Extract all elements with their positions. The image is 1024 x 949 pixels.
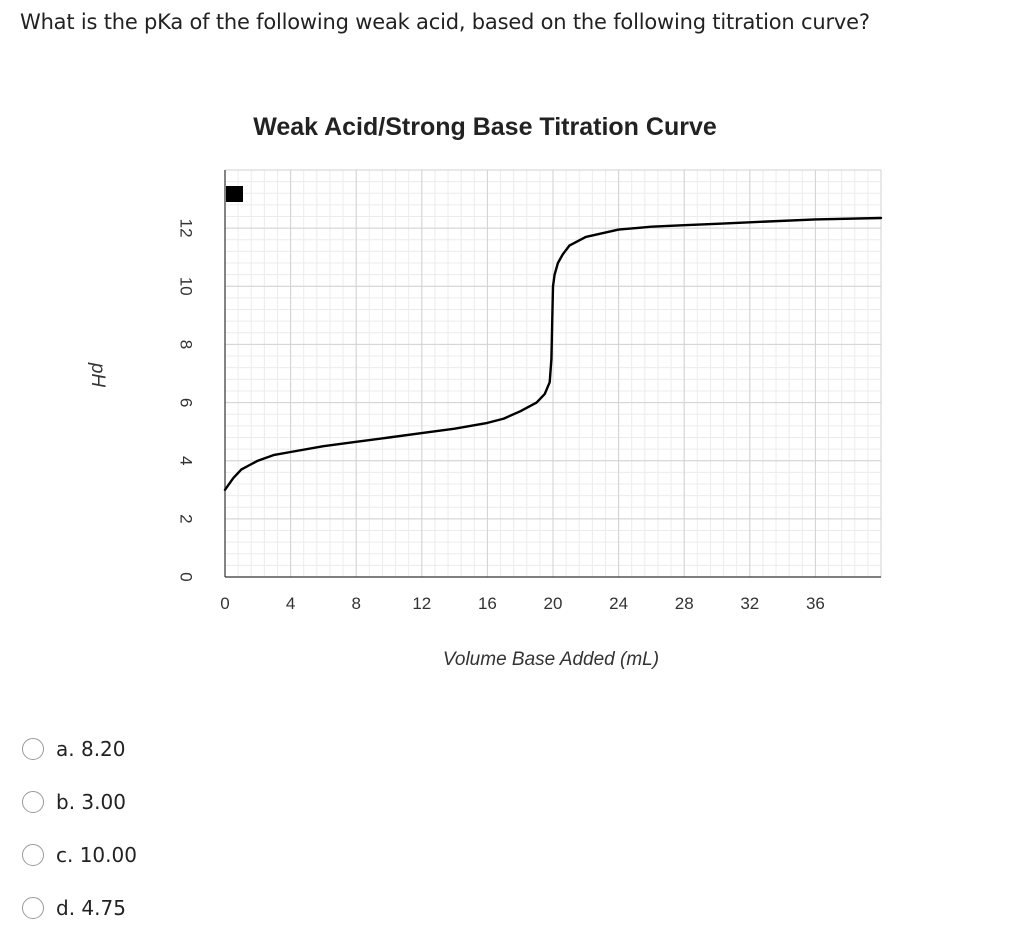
x-tick-label: 24 (609, 594, 628, 613)
x-tick-label: 32 (740, 594, 759, 613)
x-tick-label: 20 (544, 594, 563, 613)
y-tick-label: 2 (177, 514, 196, 523)
y-tick-label: 8 (177, 340, 196, 349)
option-c[interactable]: c. 10.00 (22, 828, 137, 881)
x-tick-label: 16 (478, 594, 497, 613)
x-tick-label: 8 (351, 594, 360, 613)
y-tick-label: 12 (177, 219, 196, 238)
radio-button[interactable] (22, 737, 44, 760)
x-tick-label: 12 (412, 594, 431, 613)
chart-title: Weak Acid/Strong Base Titration Curve (253, 113, 717, 141)
radio-button[interactable] (22, 896, 44, 919)
question-text: What is the pKa of the following weak ac… (20, 10, 870, 34)
option-d[interactable]: d. 4.75 (22, 881, 137, 934)
option-b[interactable]: b. 3.00 (22, 775, 137, 828)
x-tick-label: 28 (675, 594, 694, 613)
legend-marker (226, 186, 243, 202)
x-tick-label: 4 (286, 594, 295, 613)
option-label: c. 10.00 (56, 842, 137, 867)
option-label: b. 3.00 (56, 789, 126, 814)
answer-options: a. 8.20 b. 3.00 c. 10.00 d. 4.75 (22, 722, 137, 934)
y-axis-label: pH (87, 362, 108, 388)
y-tick-label: 10 (177, 277, 196, 296)
x-tick-label: 36 (806, 594, 825, 613)
titration-curve-line (223, 216, 883, 491)
radio-button[interactable] (22, 843, 44, 866)
x-axis-label: Volume Base Added (mL) (443, 649, 659, 670)
radio-button[interactable] (22, 790, 44, 813)
y-tick-label: 6 (177, 398, 196, 407)
y-tick-label: 4 (177, 456, 196, 465)
y-tick-label: 0 (177, 572, 196, 581)
option-label: a. 8.20 (56, 736, 126, 761)
option-a[interactable]: a. 8.20 (22, 722, 137, 775)
option-label: d. 4.75 (56, 895, 126, 920)
x-tick-label: 0 (220, 594, 229, 613)
